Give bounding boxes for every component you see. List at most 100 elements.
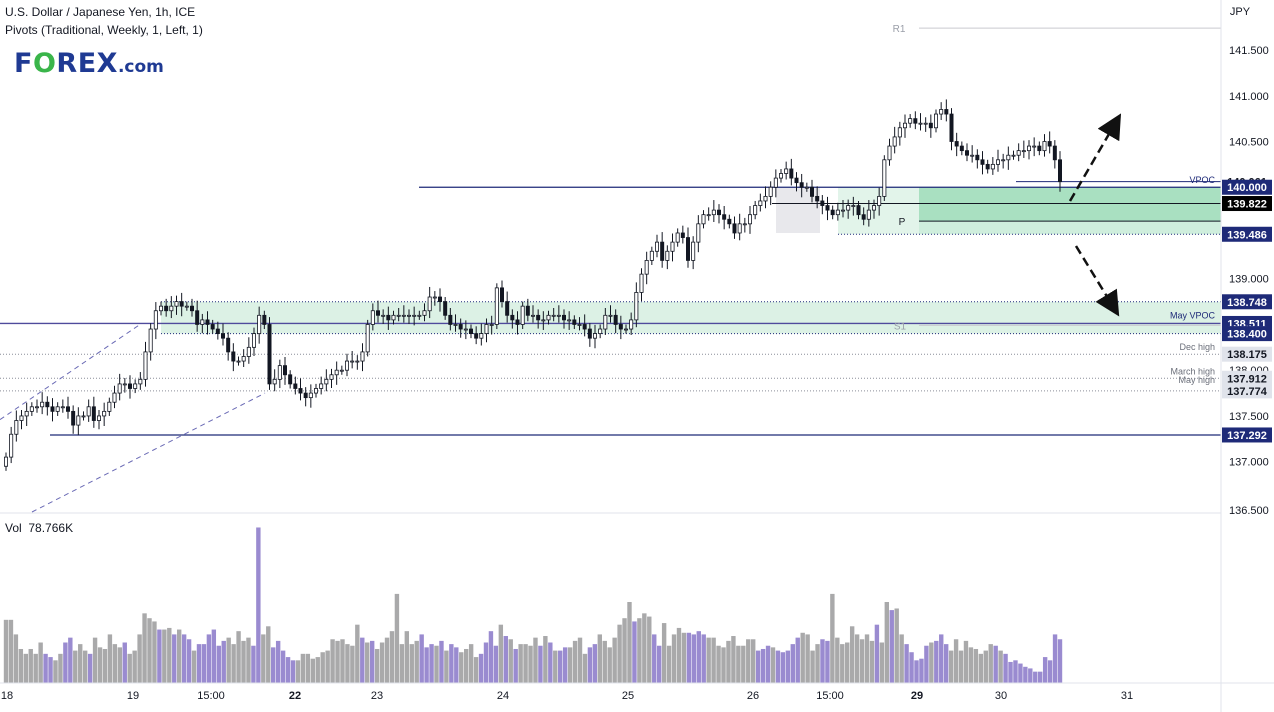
candle-body <box>618 324 623 330</box>
candle-body <box>86 406 91 417</box>
volume-bar <box>869 640 875 683</box>
price-tag <box>1222 370 1272 386</box>
volume-bar <box>790 644 795 683</box>
volume-bar <box>419 634 424 683</box>
candle-body <box>670 241 675 252</box>
volume-bar <box>617 624 622 683</box>
price-tag <box>1222 326 1272 342</box>
candle-body <box>117 383 122 394</box>
candle-body <box>696 223 701 243</box>
volume-bar <box>350 645 355 683</box>
volume-bar <box>716 645 721 683</box>
candle-body <box>680 232 685 238</box>
volume-bar <box>92 637 98 683</box>
volume-bar <box>701 634 706 683</box>
price-tag-text: 138.400 <box>1227 329 1267 341</box>
candle-body <box>944 109 949 115</box>
volume-bar <box>48 657 53 683</box>
volume-bar <box>879 642 885 683</box>
candle-body <box>463 328 468 331</box>
candle-body <box>138 378 143 385</box>
volume-bar <box>498 624 504 683</box>
volume-bar <box>256 527 261 683</box>
volume-bar <box>845 642 850 683</box>
pivot-label: R1 <box>893 24 906 35</box>
x-axis-ticks: 18 19 15:00 22 23 24 25 26 15:00 29 30 31 <box>1 690 1133 702</box>
volume-bar <box>528 645 533 683</box>
candle-body <box>112 392 117 403</box>
x-tick-label: 15:00 <box>816 690 844 702</box>
volume-bar <box>483 642 489 683</box>
candle-body <box>1011 154 1016 157</box>
candle-body <box>897 127 902 138</box>
volume-bar <box>429 644 434 683</box>
candle-body <box>19 415 24 421</box>
volume-bar <box>28 648 33 683</box>
volume-label: Vol 78.766K <box>5 521 74 535</box>
volume-bar <box>315 657 320 683</box>
candle-body <box>593 333 598 339</box>
candle-body <box>629 319 634 330</box>
candle-body <box>655 241 660 252</box>
candle-body <box>50 406 55 412</box>
volume-bar <box>904 644 909 683</box>
volume-bar <box>647 616 652 683</box>
volume-bar <box>988 644 993 683</box>
candle-body <box>148 328 153 353</box>
candle-body <box>417 314 422 317</box>
level-annotation: Dec high <box>1179 342 1215 352</box>
candle-body <box>675 232 680 243</box>
volume-bar <box>830 593 835 683</box>
candle-body <box>748 214 753 225</box>
candle-body <box>691 241 696 261</box>
volume-bar <box>775 650 781 683</box>
price-tag-text: 139.822 <box>1227 199 1267 211</box>
candle-body <box>458 324 463 330</box>
candle-body <box>954 141 959 147</box>
candle-body <box>908 118 913 124</box>
candle-body <box>779 173 784 179</box>
candle-body <box>468 328 473 335</box>
volume-bar <box>508 639 513 683</box>
volume-bar <box>533 637 538 683</box>
candle-body <box>76 415 81 426</box>
candle-body <box>365 324 370 353</box>
candle-body <box>510 314 515 321</box>
volume-bar <box>1018 663 1023 683</box>
candle-body <box>412 314 417 317</box>
candle-body <box>541 319 546 322</box>
candle-body <box>763 195 768 202</box>
channel-upper <box>0 324 141 421</box>
candle-body <box>1042 141 1047 152</box>
candle-body <box>308 392 313 399</box>
candle-body <box>562 314 567 321</box>
candle-body <box>934 113 939 129</box>
candle-body <box>158 305 163 312</box>
volume-bar <box>394 593 400 683</box>
volume-bar <box>577 637 583 683</box>
volume-bar <box>43 653 48 683</box>
volume-bar <box>1008 661 1013 683</box>
candle-body <box>789 168 794 179</box>
volume-bar <box>434 645 439 683</box>
candle-body <box>649 250 654 261</box>
candle-body <box>887 145 892 161</box>
candle-body <box>355 360 360 363</box>
candle-body <box>903 122 908 129</box>
volume-layer <box>3 527 1063 683</box>
volume-bar <box>58 653 63 683</box>
volume-bar <box>706 637 711 683</box>
x-tick-label: 31 <box>1121 690 1133 702</box>
candle-body <box>246 346 251 357</box>
candle-body <box>742 223 747 226</box>
volume-bar <box>271 647 276 683</box>
volume-bar <box>854 634 860 683</box>
candle-body <box>200 319 205 325</box>
volume-bar <box>424 647 429 683</box>
candle-body <box>4 456 9 467</box>
volume-bar <box>196 644 202 683</box>
candle-body <box>1021 150 1026 153</box>
volume-bar <box>859 639 865 683</box>
